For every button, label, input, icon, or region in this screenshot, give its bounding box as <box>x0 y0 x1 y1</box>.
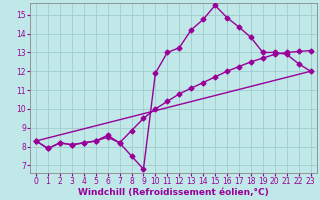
X-axis label: Windchill (Refroidissement éolien,°C): Windchill (Refroidissement éolien,°C) <box>78 188 269 197</box>
